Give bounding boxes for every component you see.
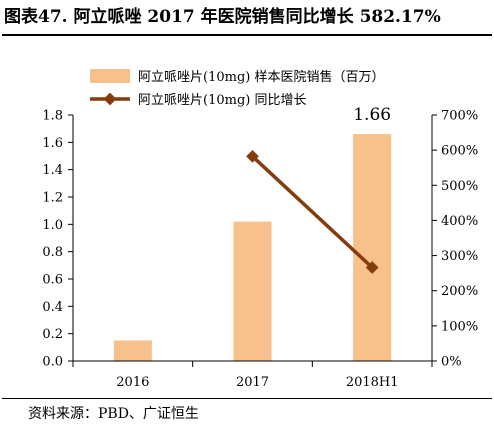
y-left-tick-label: 0.2 [42, 327, 63, 342]
source-divider [2, 398, 492, 399]
y-right-tick-label: 500% [441, 179, 478, 194]
y-right-tick-label: 200% [441, 284, 478, 299]
legend-swatch-bar [90, 69, 130, 83]
y-right-tick-label: 100% [441, 319, 478, 334]
growth-point [365, 261, 379, 274]
growth-point [246, 150, 259, 163]
combo-chart: 0.0 0.2 0.4 0.6 0.8 1.0 1.2 1.4 1.6 1.8 0% 100% 200%… [42, 69, 478, 390]
chart-title: 图表47. 阿立哌唑 2017 年医院销售同比增长 582.17% [4, 7, 441, 27]
y-left-tick-label: 0.4 [42, 300, 63, 315]
y-left-tick-label: 0.0 [42, 355, 63, 370]
y-right-tick-label: 0% [441, 355, 462, 370]
bar-2017 [233, 221, 272, 361]
y-right-tick-label: 300% [441, 249, 478, 264]
y-left-tick-label: 1.0 [42, 218, 63, 233]
y-right-tick-label: 400% [441, 214, 478, 229]
y-left-tick-label: 1.6 [42, 136, 63, 151]
legend-label-line: 阿立哌唑片(10mg) 同比增长 [138, 92, 306, 108]
y-left-tick-label: 1.8 [42, 109, 63, 124]
bar-2016 [113, 340, 152, 361]
source-note: 资料来源：PBD、广证恒生 [28, 406, 199, 422]
data-label: 1.66 [353, 105, 391, 125]
y-left-tick-label: 1.2 [42, 191, 63, 206]
legend-label-bar: 阿立哌唑片(10mg) 样本医院销售（百万） [138, 69, 384, 85]
x-tick-label: 2017 [236, 375, 269, 390]
y-left-tick-label: 0.6 [42, 273, 63, 288]
y-left-tick-label: 0.8 [42, 245, 63, 260]
x-tick-label: 2018H1 [346, 375, 399, 390]
bar-2018H1 [353, 134, 392, 361]
y-right-tick-label: 600% [441, 144, 478, 159]
title-divider [2, 34, 492, 36]
y-left-tick-label: 1.4 [42, 163, 63, 178]
growth-line [251, 155, 374, 269]
y-right-tick-label: 700% [441, 109, 478, 124]
legend-marker-line [103, 92, 117, 106]
x-tick-label: 2016 [116, 375, 149, 390]
